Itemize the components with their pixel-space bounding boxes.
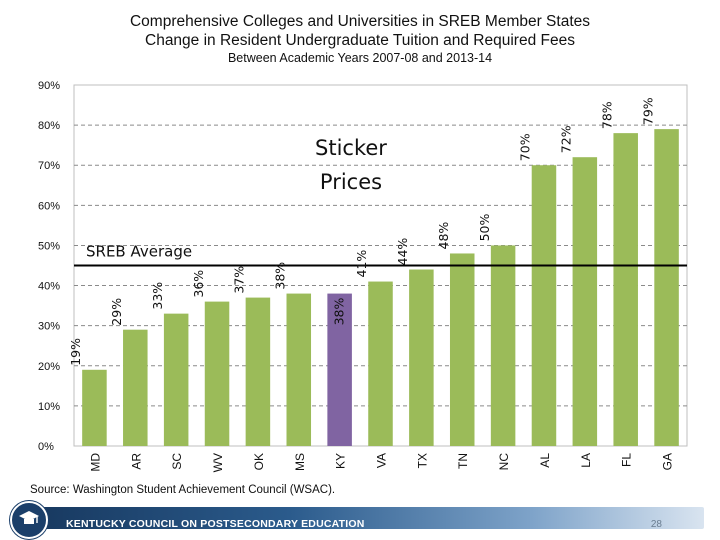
x-tick-label: GA [661, 453, 675, 470]
y-tick-label: 50% [38, 240, 60, 252]
bar-tx [409, 269, 434, 446]
y-tick-label: 20% [38, 361, 60, 373]
data-label: 37% [232, 266, 247, 294]
y-tick-label: 60% [38, 200, 60, 212]
bar-ms [286, 293, 312, 446]
mortarboard-icon [19, 511, 39, 524]
chart-subtitle-years: Between Academic Years 2007-08 and 2013-… [227, 51, 493, 65]
x-tick-label: AR [129, 453, 143, 470]
y-tick-label: 0% [38, 441, 54, 453]
x-tick-label: LA [579, 453, 593, 468]
x-tick-label: MS [293, 453, 307, 471]
bars [82, 129, 679, 446]
x-tick-label: TX [415, 453, 429, 468]
chart-title: Comprehensive Colleges and Universities … [129, 13, 591, 30]
bar-va [368, 281, 393, 446]
footer-banner: KENTUCKY COUNCIL ON POSTSECONDARY EDUCAT… [14, 507, 704, 530]
bar-chart: 0% 10% 20% 30% 40% 50% 60% 70% 80% 90% SREB Avera… [38, 80, 688, 473]
data-label: 44% [395, 238, 410, 266]
footer-org-name: KENTUCKY COUNCIL ON POSTSECONDARY EDUCAT… [66, 518, 365, 530]
y-axis-ticks: 0% 10% 20% 30% 40% 50% 60% 70% 80% 90% [38, 80, 60, 453]
x-tick-label: AL [538, 453, 552, 468]
data-label: 41% [354, 250, 369, 278]
data-label: 38% [332, 297, 347, 325]
x-tick-label: NC [497, 453, 511, 471]
bar-ky [327, 293, 352, 446]
page-number: 28 [650, 519, 662, 530]
x-tick-label: OK [252, 453, 266, 470]
x-tick-label: WV [211, 453, 225, 472]
data-label: 36% [191, 270, 206, 298]
data-label: 33% [150, 282, 165, 310]
data-label: 38% [273, 262, 288, 290]
source-note: Source: Washington Student Achievement C… [30, 484, 336, 496]
data-label: 72% [559, 125, 574, 153]
sreb-average-label: SREB Average [86, 242, 192, 260]
data-label: 78% [599, 101, 614, 129]
y-tick-label: 30% [38, 321, 60, 333]
bar-al [531, 165, 557, 446]
bar-ar [123, 329, 148, 446]
x-axis-ticks: MD AR SC WV OK MS KY VA TX TN NC AL LA FL GA [88, 453, 674, 473]
data-label: 70% [518, 133, 533, 161]
x-tick-label: TN [456, 453, 470, 469]
footer: KENTUCKY COUNCIL ON POSTSECONDARY EDUCAT… [0, 500, 720, 539]
annotation-line-1: Sticker [315, 136, 387, 160]
y-tick-label: 90% [38, 80, 60, 92]
x-tick-label: KY [334, 453, 348, 469]
council-logo [10, 501, 48, 539]
data-label: 50% [477, 213, 492, 241]
bar-sc [163, 313, 189, 446]
bar-wv [204, 301, 230, 446]
y-tick-label: 40% [38, 281, 60, 293]
data-label: 19% [68, 338, 83, 366]
bar-tn [449, 253, 475, 446]
chart-subtitle: Change in Resident Undergraduate Tuition… [145, 32, 575, 49]
bar-fl [613, 133, 638, 446]
bar-ga [654, 129, 679, 446]
x-tick-label: VA [375, 453, 389, 468]
x-tick-label: FL [620, 453, 634, 467]
reference-line-group: SREB Average [74, 242, 687, 267]
data-label: 48% [436, 222, 451, 250]
x-tick-label: SC [170, 453, 184, 470]
data-label: 79% [640, 97, 655, 125]
chart-title-block: Comprehensive Colleges and Universities … [0, 12, 720, 66]
bar-nc [490, 245, 516, 446]
bar-la [572, 157, 598, 446]
annotation-line-2: Prices [320, 170, 382, 194]
bar-ok [245, 297, 271, 446]
x-tick-label: MD [88, 453, 102, 472]
y-tick-label: 10% [38, 401, 60, 413]
data-label: 29% [109, 298, 124, 326]
y-tick-label: 70% [38, 160, 60, 172]
bar-md [82, 369, 107, 446]
data-labels: 19% 29% 33% 36% 37% 38% 38% 41% 44% 48% 50% 70% 72% 7… [68, 97, 655, 366]
y-tick-label: 80% [38, 120, 60, 132]
